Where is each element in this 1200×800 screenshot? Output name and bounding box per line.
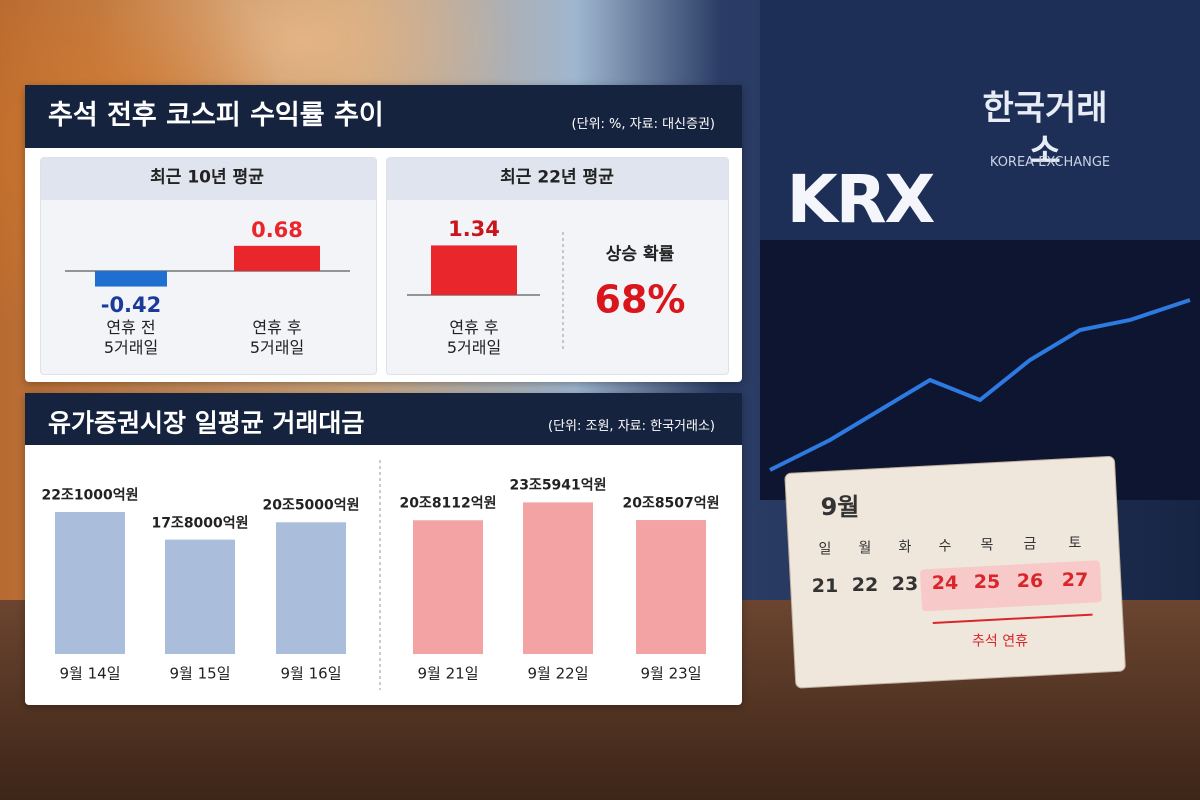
return-panel <box>25 85 742 382</box>
holiday-band <box>920 560 1102 612</box>
calendar-month: 9월 <box>820 493 860 521</box>
annotation-label: 상승 확률 <box>605 244 675 265</box>
sign-english: KOREA EXCHANGE <box>989 154 1111 170</box>
subpanel-header <box>41 158 376 200</box>
weekday: 금 <box>1023 536 1037 553</box>
panel-note: (단위: 조원, 자료: 한국거래소) <box>548 418 715 434</box>
bar <box>165 539 235 654</box>
x-tick-label: 9월 16일 <box>280 664 342 683</box>
bar <box>276 522 346 654</box>
weekday: 월 <box>858 540 872 557</box>
value-label: 22조1000억원 <box>41 487 139 504</box>
building <box>760 0 1200 240</box>
holiday-label: 추석 연휴 <box>972 633 1028 650</box>
calendar-day: 22 <box>851 574 879 597</box>
annotation-value: 68% <box>594 277 686 322</box>
bar <box>431 245 517 295</box>
value-label: 20조8507억원 <box>622 495 720 512</box>
x-tick-label: 9월 22일 <box>527 664 589 683</box>
bar <box>523 502 593 654</box>
value-label: 17조8000억원 <box>151 514 249 531</box>
weekday: 일 <box>818 541 832 558</box>
panel-title: 유가증권시장 일평균 거래대금 <box>48 408 365 438</box>
panel-title: 추석 전후 코스피 수익률 추이 <box>48 100 384 132</box>
weekday: 화 <box>898 539 912 556</box>
calendar-day: 24 <box>931 572 959 595</box>
x-tick-label: 9월 21일 <box>417 664 479 683</box>
calendar-day: 26 <box>1016 570 1044 593</box>
category-label: 연휴 후 5거래일 <box>249 318 305 357</box>
calendar-day: 23 <box>891 573 919 596</box>
weekday: 목 <box>980 537 994 554</box>
board <box>760 240 1200 500</box>
category-label: 연휴 후 5거래일 <box>446 318 502 357</box>
category-label: 연휴 전 5거래일 <box>103 318 159 357</box>
subpanel-header <box>387 158 728 200</box>
ticker-trend <box>769 298 1191 472</box>
panel-note: (단위: %, 자료: 대신증권) <box>571 116 715 132</box>
x-tick-label: 9월 14일 <box>59 664 121 683</box>
bar <box>95 271 167 287</box>
bar <box>234 245 320 271</box>
subpanel-title: 최근 22년 평균 <box>500 167 614 188</box>
calendar-day: 27 <box>1061 569 1089 592</box>
sign-name: 한국거래소 <box>982 88 1108 172</box>
value-label: 20조8112억원 <box>399 495 497 512</box>
sign-logo: KRX <box>786 160 936 238</box>
value-label: 23조5941억원 <box>509 477 607 494</box>
bar <box>636 520 706 654</box>
holiday-arrow <box>932 613 1093 624</box>
value-label: -0.42 <box>100 292 162 317</box>
x-tick-label: 9월 15일 <box>169 664 231 683</box>
weekday: 수 <box>938 538 952 555</box>
bar <box>413 520 483 654</box>
panel-header <box>25 85 742 148</box>
subpanel-title: 최근 10년 평균 <box>150 167 264 188</box>
panel-header <box>25 393 742 445</box>
calendar-day: 25 <box>973 571 1001 594</box>
calendar <box>784 456 1126 689</box>
weekday: 토 <box>1068 535 1082 552</box>
value-label: 20조5000억원 <box>262 497 360 514</box>
value-label: 0.68 <box>251 217 303 242</box>
calendar-day: 21 <box>811 575 839 598</box>
bar <box>55 512 125 654</box>
x-tick-label: 9월 23일 <box>640 664 702 683</box>
value-label: 1.34 <box>448 217 500 242</box>
volume-panel <box>25 393 742 705</box>
